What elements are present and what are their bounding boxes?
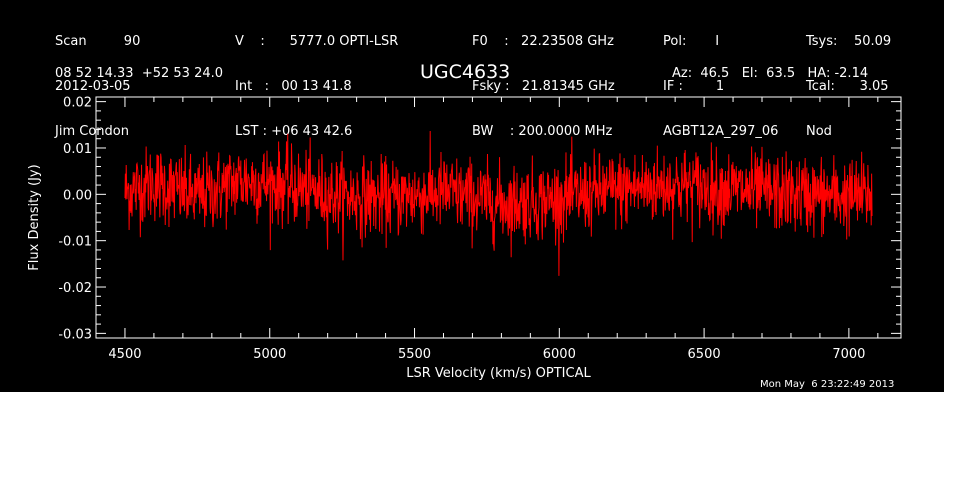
y-tick-label: 0.01 — [63, 142, 92, 157]
header-col3: F0 : 22.23508 GHz Fsky : 21.81345 GHz BW… — [472, 4, 615, 169]
y-tick-label: 0.02 — [63, 96, 92, 111]
tcal-line: Tcal: 3.05 — [806, 79, 889, 94]
project-line: AGBT12A_297_06 — [663, 124, 779, 139]
x-tick-label: 6000 — [543, 347, 576, 362]
x-tick-label: 4500 — [108, 347, 141, 362]
plot-frame — [95, 96, 902, 339]
x-axis-label: LSR Velocity (km/s) OPTICAL — [406, 366, 591, 381]
header-col5: Tsys: 50.09 Tcal: 3.05 Nod — [806, 4, 891, 169]
y-tick-label: -0.03 — [58, 327, 92, 342]
fsky-line: Fsky : 21.81345 GHz — [472, 79, 615, 94]
lst-line: LST : +06 43 42.6 — [235, 124, 353, 139]
x-tick-label: 7000 — [832, 347, 865, 362]
velocity-line: V : 5777.0 OPTI-LSR — [235, 34, 399, 49]
y-tick-label: 0.00 — [63, 188, 92, 203]
pol-line: Pol: I — [663, 34, 720, 49]
observer-line: Jim Condon — [55, 124, 129, 139]
f0-line: F0 : 22.23508 GHz — [472, 34, 614, 49]
x-tick-label: 6500 — [688, 347, 721, 362]
header-col4: Pol: I IF : 1 AGBT12A_297_06 — [663, 4, 778, 169]
spectrum-series-line — [124, 130, 873, 276]
header-col1: Scan 90 2012-03-05 Jim Condon — [55, 4, 140, 169]
date-line: 2012-03-05 — [55, 79, 131, 94]
spectrum-figure: Scan 90 2012-03-05 Jim Condon V : 5777.0… — [0, 0, 944, 392]
integration-line: Int : 00 13 41.8 — [235, 79, 352, 94]
series-layer — [124, 130, 873, 276]
y-tick-label: -0.02 — [58, 281, 92, 296]
y-axis-label: Flux Density (Jy) — [27, 164, 42, 270]
chart-title: UGC4633 — [420, 61, 511, 83]
x-tick-label: 5500 — [398, 347, 431, 362]
header-col2: V : 5777.0 OPTI-LSR Int : 00 13 41.8 LST… — [235, 4, 398, 169]
mode-line: Nod — [806, 124, 832, 139]
ticks-layer: 4500 5000 5500 6000 6500 7000 -0.03 -0.02 -0.01 0… — [58, 96, 901, 362]
spectrum-plot: 4500 5000 5500 6000 6500 7000 -0.03 -0.02 -0.01 0… — [27, 96, 902, 381]
tsys-line: Tsys: 50.09 — [806, 34, 892, 49]
if-line: IF : 1 — [663, 79, 725, 94]
coords-text: 08 52 14.33 +52 53 24.0 — [55, 66, 224, 81]
y-tick-label: -0.01 — [58, 235, 92, 250]
pointing-text: Az: 46.5 El: 63.5 HA: -2.14 — [672, 66, 869, 81]
bandwidth-line: BW : 200.0000 MHz — [472, 124, 613, 139]
x-tick-label: 5000 — [253, 347, 286, 362]
timestamp: Mon May 6 23:22:49 2013 — [760, 379, 895, 390]
scan-line: Scan 90 — [55, 34, 141, 49]
